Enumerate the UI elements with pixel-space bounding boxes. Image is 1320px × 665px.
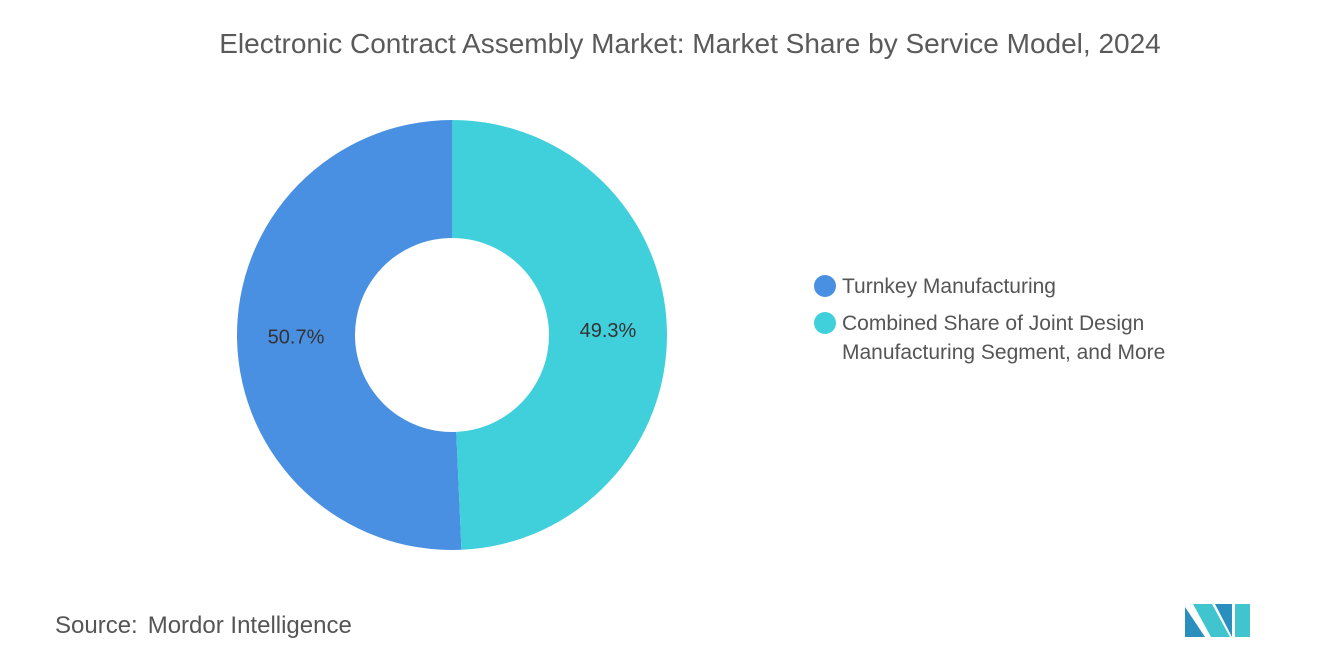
slice	[236, 120, 462, 550]
value-label: 49.3%	[580, 320, 637, 342]
source-label: Source:	[55, 612, 138, 639]
legend: Turnkey Manufacturing Combined Share of J…	[814, 272, 1194, 375]
value-label: 50.7%	[268, 327, 325, 349]
legend-label: Combined Share of Joint Design Manufactu…	[842, 312, 1166, 364]
legend-marker	[814, 312, 836, 334]
legend-label: Turnkey Manufacturing	[842, 275, 1056, 298]
source: Source: Mordor Intelligence	[55, 612, 362, 640]
slice	[452, 120, 667, 550]
source-text: Mordor Intelligence	[147, 612, 352, 639]
legend-entry: Combined Share of Joint Design Manufactu…	[814, 309, 1194, 367]
chart-title: Electronic Contract Assembly Market: Mar…	[219, 28, 1161, 59]
logo	[1185, 604, 1250, 637]
legend-entry: Turnkey Manufacturing	[814, 272, 1194, 301]
legend-marker	[814, 275, 836, 297]
